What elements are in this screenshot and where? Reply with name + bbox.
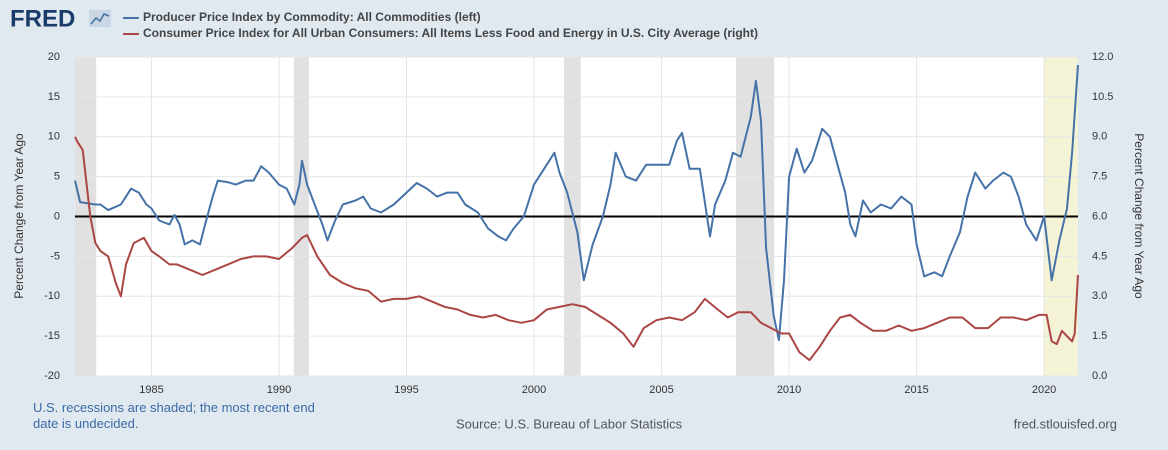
recession-note: U.S. recessions are shaded; the most rec… <box>33 400 315 431</box>
x-tick-label: 2015 <box>904 384 928 396</box>
y-tick-label: 0 <box>54 210 60 222</box>
x-tick-label: 1990 <box>267 384 291 396</box>
source: Source: U.S. Bureau of Labor Statistics <box>456 416 683 431</box>
y2-tick-label: 9.0 <box>1092 131 1107 143</box>
y2-tick-label: 3.0 <box>1092 290 1107 302</box>
y-tick-label: -15 <box>44 330 60 342</box>
y2-axis-label: Percent Change from Year Ago <box>1132 133 1146 299</box>
legend-entry: Consumer Price Index for All Urban Consu… <box>143 26 758 40</box>
x-tick-label: 1985 <box>139 384 163 396</box>
series-line <box>74 136 1079 362</box>
logo: FRED <box>10 5 75 32</box>
y-tick-label: 15 <box>48 91 60 103</box>
y2-tick-label: 1.5 <box>1092 330 1107 342</box>
y2-tick-label: 6.0 <box>1092 210 1107 222</box>
series-line <box>74 64 1079 342</box>
x-tick-label: 1995 <box>394 384 418 396</box>
y-tick-label: -20 <box>44 370 60 382</box>
y-tick-label: -5 <box>50 250 60 262</box>
y-tick-label: 10 <box>48 131 60 143</box>
legend-entry: Producer Price Index by Commodity: All C… <box>143 10 481 24</box>
x-tick-label: 2020 <box>1032 384 1056 396</box>
y2-tick-label: 0.0 <box>1092 370 1107 382</box>
y2-tick-label: 4.5 <box>1092 250 1107 262</box>
y-tick-label: 20 <box>48 51 60 63</box>
y2-tick-label: 10.5 <box>1092 91 1113 103</box>
y2-tick-label: 12.0 <box>1092 51 1113 63</box>
x-tick-label: 2005 <box>649 384 673 396</box>
y-axis-label: Percent Change from Year Ago <box>12 133 26 299</box>
y-tick-label: 5 <box>54 171 60 183</box>
y-tick-label: -10 <box>44 290 60 302</box>
y2-tick-label: 7.5 <box>1092 171 1107 183</box>
site: fred.stlouisfed.org <box>1014 416 1117 431</box>
logo-icon <box>89 10 111 27</box>
x-tick-label: 2010 <box>777 384 801 396</box>
x-tick-label: 2000 <box>522 384 546 396</box>
